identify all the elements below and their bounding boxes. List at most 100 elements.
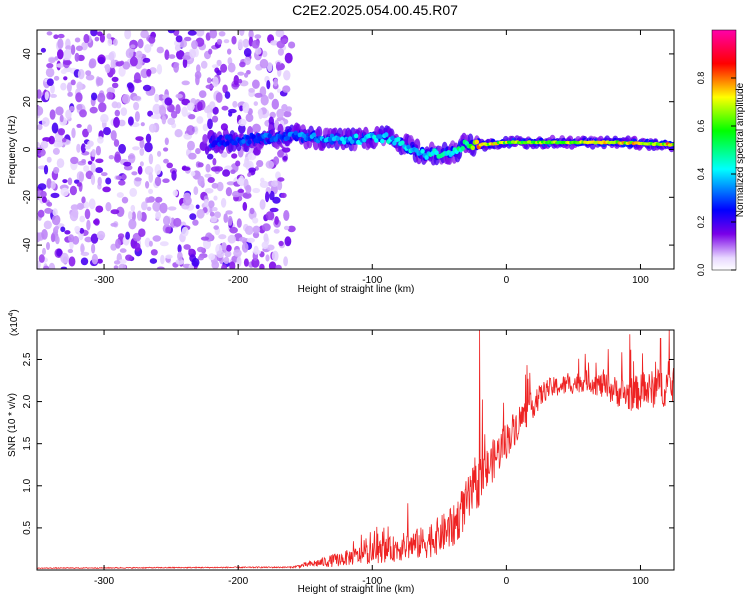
noise-cell xyxy=(205,163,211,173)
noise-cell xyxy=(118,180,126,186)
noise-cell xyxy=(175,93,183,99)
noise-cell xyxy=(68,234,75,243)
noise-cell xyxy=(60,82,67,91)
noise-cell xyxy=(200,236,210,241)
noise-cell xyxy=(89,106,98,114)
noise-cell xyxy=(37,89,42,99)
noise-cell xyxy=(94,36,100,42)
noise-cell xyxy=(56,142,64,147)
noise-cell xyxy=(101,172,108,177)
noise-cell xyxy=(197,246,205,253)
noise-cell xyxy=(41,229,48,240)
noise-cell xyxy=(120,107,128,116)
noise-cell xyxy=(72,208,79,218)
noise-cell xyxy=(244,72,249,78)
noise-cell xyxy=(268,116,274,126)
noise-cell xyxy=(227,215,233,226)
noise-cell xyxy=(43,164,49,175)
noise-cell xyxy=(229,226,238,234)
noise-cell xyxy=(102,186,111,193)
x-tick-label: -200 xyxy=(228,275,248,286)
colorbar-tick-label: 0.2 xyxy=(696,216,706,229)
noise-cell xyxy=(271,180,279,187)
noise-cell xyxy=(69,105,75,112)
noise-cell xyxy=(174,129,183,138)
noise-cell xyxy=(37,260,41,269)
noise-cell xyxy=(97,92,106,103)
noise-cell xyxy=(218,31,226,37)
noise-cell xyxy=(283,225,290,231)
signal-cell xyxy=(671,142,674,146)
noise-cell xyxy=(38,254,45,263)
noise-cell xyxy=(111,101,119,109)
noise-cell xyxy=(134,177,142,182)
noise-cell xyxy=(227,62,236,73)
noise-cell xyxy=(42,137,51,142)
x-tick-label: -200 xyxy=(228,576,248,587)
noise-cell xyxy=(62,179,68,184)
noise-cell xyxy=(79,171,84,183)
noise-cell xyxy=(271,98,279,110)
noise-cell xyxy=(212,76,219,87)
noise-cell xyxy=(248,30,254,40)
noise-cell xyxy=(130,204,136,212)
noise-cell xyxy=(183,196,192,206)
noise-cell xyxy=(50,192,60,199)
noise-cell xyxy=(251,258,260,268)
colorbar-tick-label: 0.4 xyxy=(696,168,706,181)
noise-cell xyxy=(77,69,85,80)
noise-cell xyxy=(273,156,280,166)
noise-cell xyxy=(195,204,200,210)
noise-cell xyxy=(195,148,201,155)
noise-cell xyxy=(197,175,205,187)
noise-cell xyxy=(262,223,271,232)
noise-cell xyxy=(96,258,103,264)
noise-cell xyxy=(193,125,199,135)
noise-cell xyxy=(118,143,126,154)
noise-cell xyxy=(37,106,44,116)
noise-cell xyxy=(193,186,199,196)
noise-cell xyxy=(188,152,197,160)
noise-cell xyxy=(150,249,158,256)
snr-x-ticks: -300 -200 -100 0 100 xyxy=(94,330,649,587)
signal-cell xyxy=(311,132,317,138)
noise-cell xyxy=(70,156,79,165)
noise-cell xyxy=(74,52,80,62)
noise-cell xyxy=(154,176,162,187)
noise-cell xyxy=(117,233,125,240)
noise-cell xyxy=(155,196,163,203)
noise-cell xyxy=(128,83,135,93)
noise-cell xyxy=(197,162,204,168)
noise-cell xyxy=(84,236,93,243)
noise-cell xyxy=(83,165,90,172)
noise-cell xyxy=(115,238,121,249)
noise-cell xyxy=(64,230,71,235)
noise-cell xyxy=(46,31,53,36)
noise-cell xyxy=(205,84,215,90)
noise-cell xyxy=(243,258,249,267)
noise-cell xyxy=(160,254,165,265)
colorbar-tick-label: 0.6 xyxy=(696,120,706,133)
noise-cell xyxy=(90,174,96,186)
noise-cell xyxy=(210,166,220,172)
noise-cell xyxy=(110,130,117,141)
noise-cell xyxy=(237,177,244,185)
noise-cell xyxy=(265,191,270,203)
noise-cell xyxy=(91,149,96,158)
noise-cell xyxy=(113,260,121,265)
noise-cell xyxy=(233,249,242,257)
noise-cell xyxy=(79,109,87,118)
noise-cell xyxy=(80,143,86,154)
noise-cell xyxy=(181,98,191,106)
noise-cell xyxy=(145,181,150,189)
noise-cell xyxy=(106,91,114,100)
noise-cell xyxy=(148,240,153,247)
noise-cell xyxy=(212,158,217,166)
noise-cell xyxy=(210,216,218,223)
noise-cell xyxy=(97,136,104,144)
noise-cell xyxy=(88,198,96,210)
noise-cell xyxy=(280,192,287,199)
signal-cell xyxy=(400,140,405,146)
noise-cell xyxy=(100,113,109,124)
noise-cell xyxy=(85,74,95,81)
